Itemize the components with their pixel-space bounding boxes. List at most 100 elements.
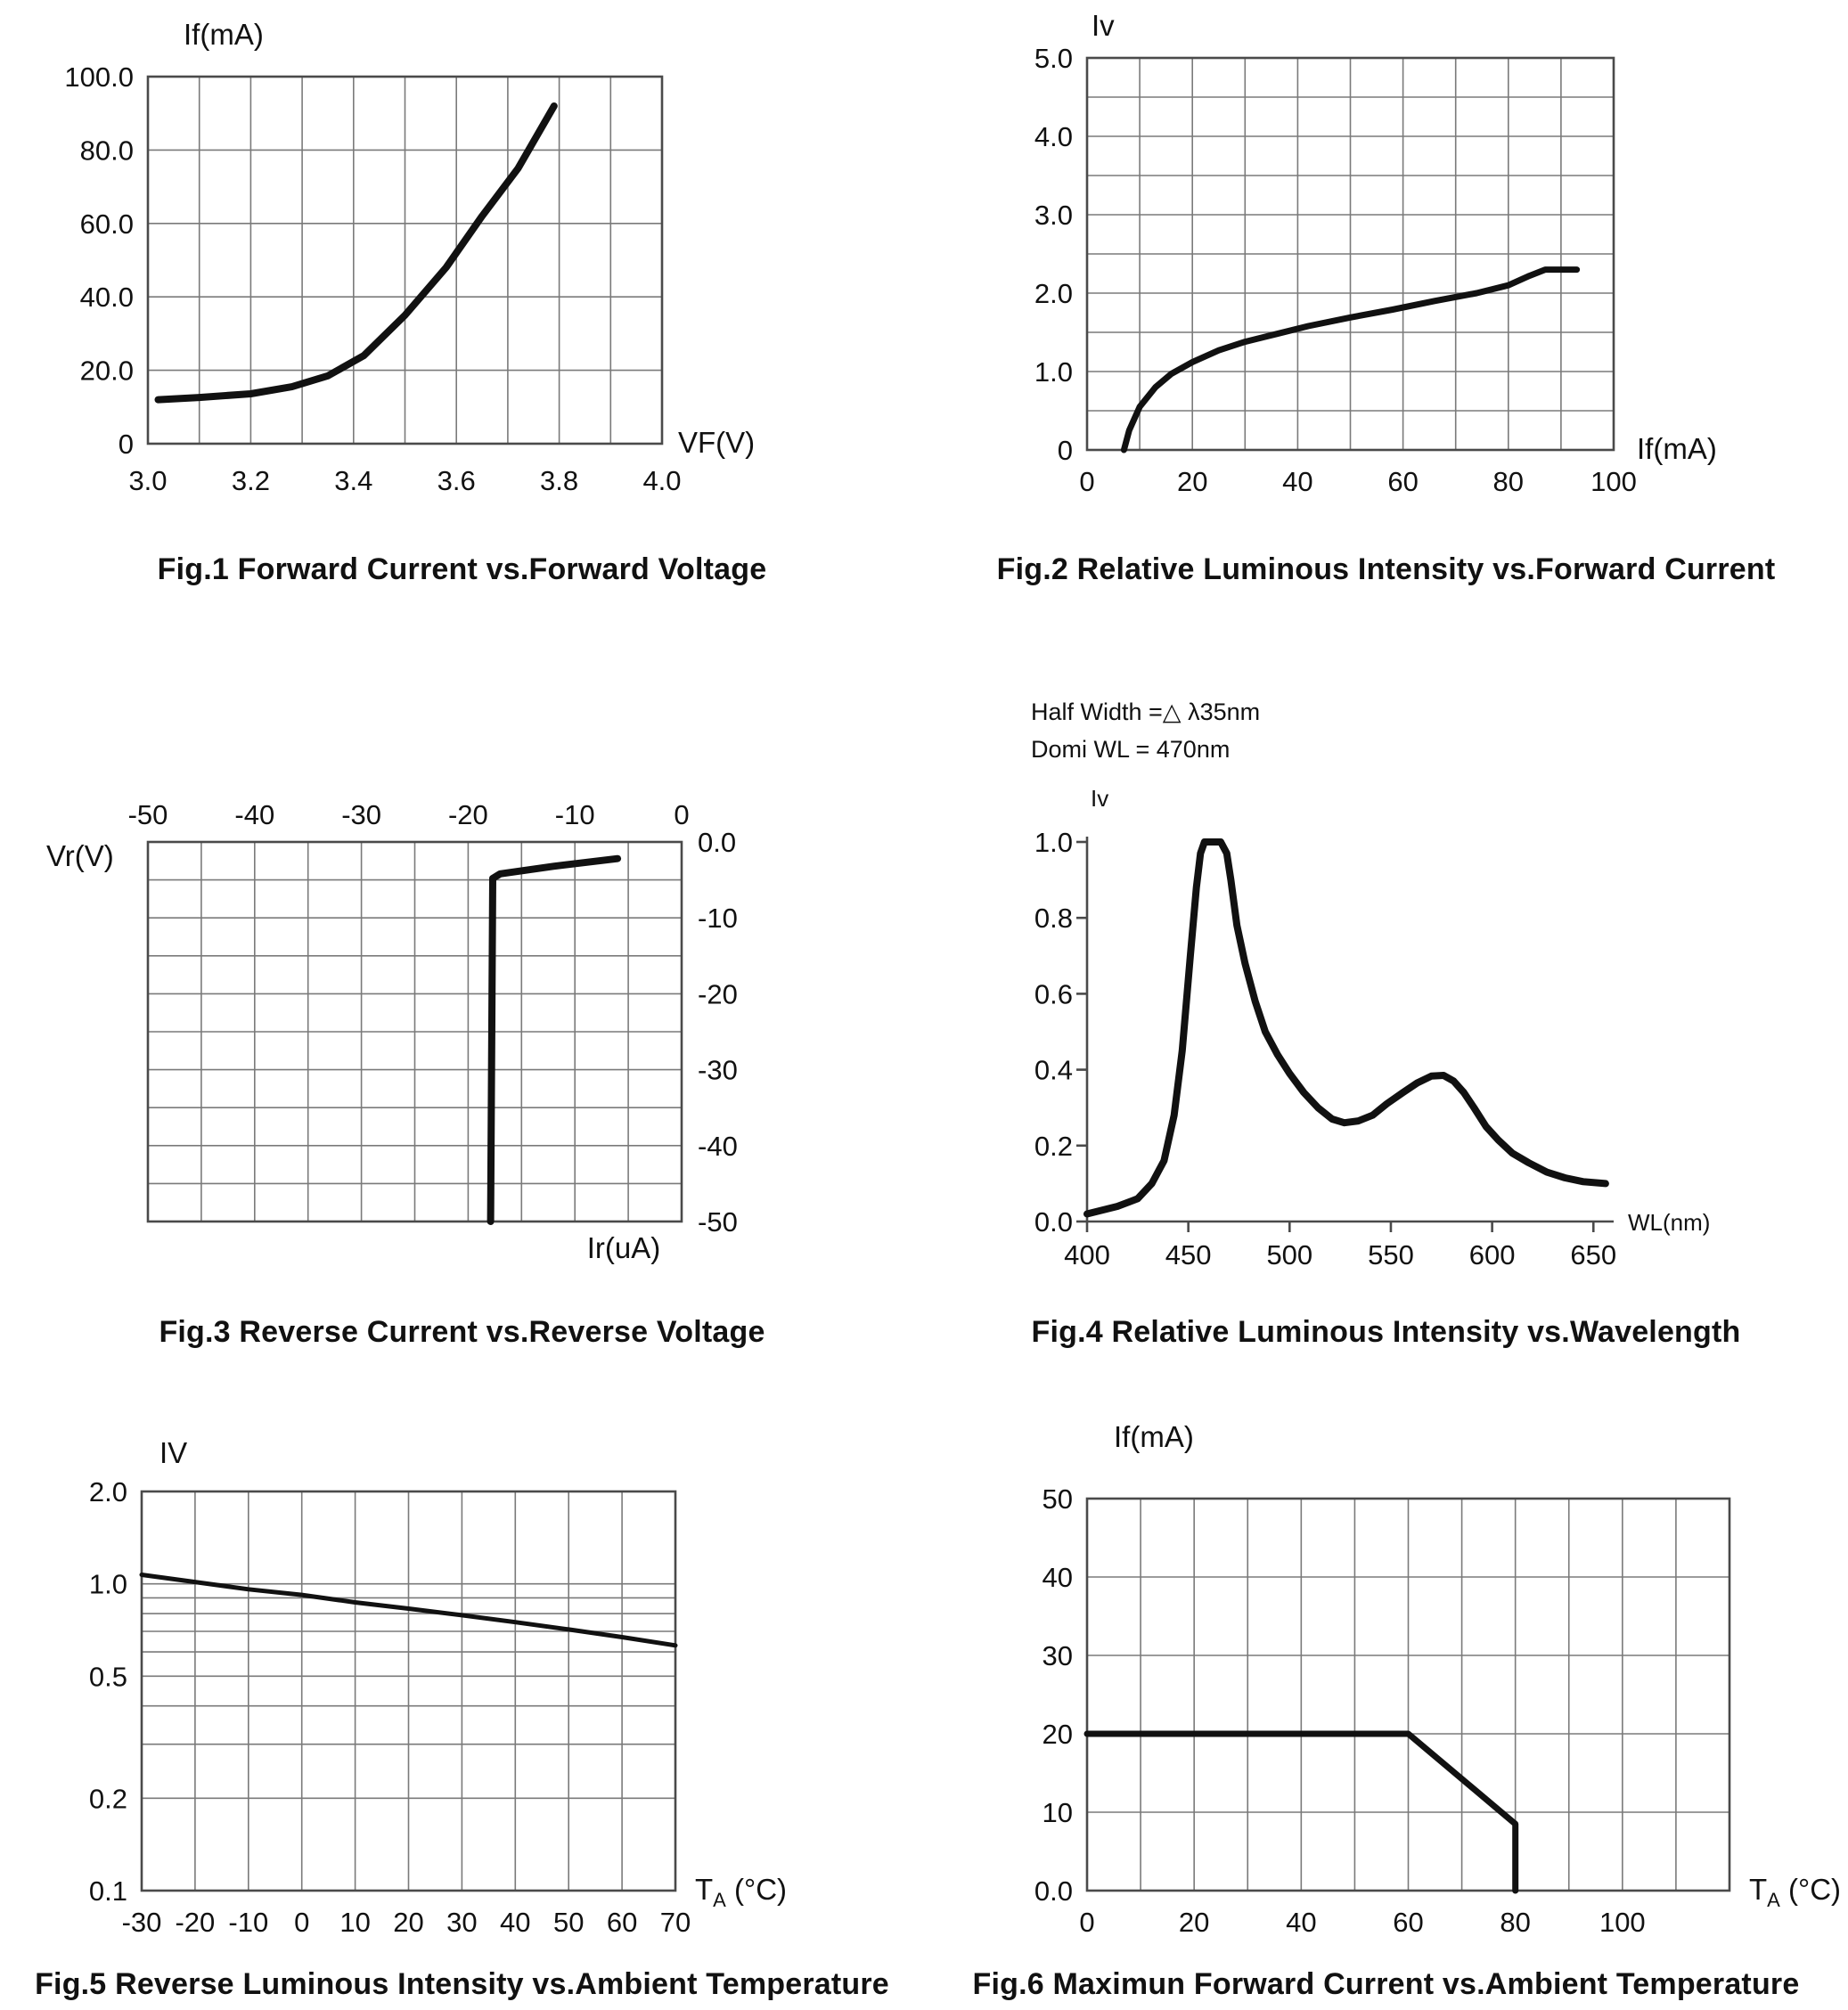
fig5-panel: -30 -20 -10 0 10 20 30 40 50 60 70 2.0 1.0 0.5 0.2 0.1 I… bbox=[0, 1390, 924, 2010]
svg-text:3.0: 3.0 bbox=[1034, 200, 1073, 231]
svg-text:If(mA): If(mA) bbox=[1637, 432, 1717, 465]
svg-text:100.0: 100.0 bbox=[64, 61, 134, 93]
svg-text:40: 40 bbox=[1043, 1562, 1073, 1593]
svg-text:60: 60 bbox=[607, 1907, 637, 1938]
svg-text:-10: -10 bbox=[698, 903, 738, 934]
fig1-forward-current-vs-forward-voltage-chart: 3.0 3.2 3.4 3.6 3.8 4.0 0 20.0 40.0 60.0 80.0 100.0… bbox=[64, 18, 755, 496]
svg-text:20: 20 bbox=[1179, 1907, 1209, 1938]
svg-text:0.0: 0.0 bbox=[698, 827, 736, 858]
svg-text:0: 0 bbox=[1058, 435, 1073, 466]
svg-text:3.8: 3.8 bbox=[540, 465, 578, 496]
svg-text:20: 20 bbox=[1043, 1719, 1073, 1750]
svg-text:60: 60 bbox=[1387, 466, 1418, 497]
svg-text:40: 40 bbox=[1286, 1907, 1316, 1938]
svg-text:Vr(V): Vr(V) bbox=[46, 839, 114, 872]
svg-text:-20: -20 bbox=[175, 1907, 215, 1938]
svg-text:80: 80 bbox=[1500, 1907, 1530, 1938]
svg-text:40.0: 40.0 bbox=[80, 282, 134, 313]
svg-text:TA (°C): TA (°C) bbox=[1749, 1873, 1841, 1911]
svg-text:20: 20 bbox=[1177, 466, 1207, 497]
fig6-max-forward-current-vs-ambient-temperature-chart: 0 20 40 60 80 100 0.0 10 20 30 40 50 If(mA) TA (°C) bbox=[1034, 1420, 1841, 1938]
svg-text:10: 10 bbox=[1043, 1797, 1073, 1828]
fig1-panel: 3.0 3.2 3.4 3.6 3.8 4.0 0 20.0 40.0 60.0 80.0 100.0… bbox=[0, 0, 924, 624]
svg-text:-30: -30 bbox=[698, 1055, 738, 1086]
svg-text:60: 60 bbox=[1393, 1907, 1423, 1938]
svg-text:Ir(uA): Ir(uA) bbox=[587, 1231, 661, 1264]
svg-text:0: 0 bbox=[294, 1907, 309, 1938]
svg-text:0.5: 0.5 bbox=[89, 1661, 127, 1692]
fig3-reverse-current-vs-reverse-voltage-chart: -50 -40 -30 -20 -10 0 0.0 -10 -20 -30 -40 -50 Vr(V) I… bbox=[46, 799, 738, 1264]
svg-text:5.0: 5.0 bbox=[1034, 43, 1073, 74]
svg-text:If(mA): If(mA) bbox=[1114, 1420, 1194, 1453]
svg-text:40: 40 bbox=[1282, 466, 1312, 497]
svg-text:4.0: 4.0 bbox=[1034, 121, 1073, 152]
fig4-luminous-intensity-vs-wavelength-chart: 400 450 500 550 600 650 0.0 0.2 0.4 0.6 0.8 1.0 Iv WL… bbox=[1031, 699, 1710, 1271]
svg-text:30: 30 bbox=[446, 1907, 477, 1938]
fig4-panel: 400 450 500 550 600 650 0.0 0.2 0.4 0.6 0.8 1.0 Iv WL… bbox=[924, 624, 1848, 1390]
svg-text:0: 0 bbox=[119, 429, 134, 460]
fig2-luminous-intensity-vs-forward-current-chart: 0 20 40 60 80 100 0 1.0 2.0 3.0 4.0 5.0 Iv If(mA) bbox=[1034, 9, 1717, 497]
svg-text:400: 400 bbox=[1064, 1239, 1110, 1271]
fig6-panel: 0 20 40 60 80 100 0.0 10 20 30 40 50 If(mA) TA (°C) F… bbox=[924, 1390, 1848, 2010]
svg-text:100: 100 bbox=[1599, 1907, 1646, 1938]
svg-text:-40: -40 bbox=[698, 1131, 738, 1162]
svg-text:4.0: 4.0 bbox=[642, 465, 681, 496]
svg-text:650: 650 bbox=[1570, 1239, 1616, 1271]
svg-text:-50: -50 bbox=[698, 1206, 738, 1238]
svg-text:30: 30 bbox=[1043, 1640, 1073, 1671]
svg-text:80.0: 80.0 bbox=[80, 135, 134, 166]
svg-text:3.2: 3.2 bbox=[232, 465, 270, 496]
svg-text:Iv: Iv bbox=[1092, 9, 1115, 42]
svg-text:100: 100 bbox=[1590, 466, 1637, 497]
svg-text:Iv: Iv bbox=[1091, 785, 1108, 812]
svg-text:3.6: 3.6 bbox=[437, 465, 476, 496]
svg-text:50: 50 bbox=[1043, 1483, 1073, 1515]
svg-text:0.8: 0.8 bbox=[1034, 903, 1073, 934]
svg-text:-10: -10 bbox=[555, 799, 595, 830]
svg-text:-20: -20 bbox=[698, 978, 738, 1009]
svg-text:TA (°C): TA (°C) bbox=[695, 1873, 787, 1911]
svg-text:-20: -20 bbox=[448, 799, 488, 830]
svg-text:-40: -40 bbox=[234, 799, 274, 830]
svg-text:-30: -30 bbox=[341, 799, 381, 830]
svg-text:0.2: 0.2 bbox=[1034, 1131, 1073, 1162]
fig2-panel: 0 20 40 60 80 100 0 1.0 2.0 3.0 4.0 5.0 Iv If(mA) Fig… bbox=[924, 0, 1848, 624]
fig3-panel: -50 -40 -30 -20 -10 0 0.0 -10 -20 -30 -40 -50 Vr(V) I… bbox=[0, 624, 924, 1390]
svg-text:0.0: 0.0 bbox=[1034, 1206, 1073, 1238]
svg-text:Half Width =△ λ35nm: Half Width =△ λ35nm bbox=[1031, 699, 1260, 725]
svg-text:500: 500 bbox=[1266, 1239, 1312, 1271]
svg-text:0.2: 0.2 bbox=[89, 1783, 127, 1814]
svg-text:0.1: 0.1 bbox=[89, 1875, 127, 1907]
svg-text:0.0: 0.0 bbox=[1034, 1875, 1073, 1907]
svg-text:If(mA): If(mA) bbox=[184, 18, 264, 51]
svg-text:-50: -50 bbox=[128, 799, 168, 830]
svg-text:-10: -10 bbox=[228, 1907, 268, 1938]
fig4-caption: Fig.4 Relative Luminous Intensity vs.Wav… bbox=[1031, 1315, 1741, 1349]
svg-text:80: 80 bbox=[1493, 466, 1524, 497]
svg-text:0: 0 bbox=[1079, 1907, 1094, 1938]
svg-text:40: 40 bbox=[500, 1907, 530, 1938]
svg-text:50: 50 bbox=[553, 1907, 584, 1938]
fig6-caption: Fig.6 Maximun Forward Current vs.Ambient… bbox=[972, 1967, 1800, 2001]
svg-text:0: 0 bbox=[674, 799, 689, 830]
svg-text:20.0: 20.0 bbox=[80, 355, 134, 387]
fig5-luminous-intensity-vs-ambient-temperature-chart: -30 -20 -10 0 10 20 30 40 50 60 70 2.0 1.0 0.5 0.2 0.1 I… bbox=[89, 1436, 787, 1938]
svg-text:1.0: 1.0 bbox=[1034, 356, 1073, 388]
svg-text:1.0: 1.0 bbox=[1034, 827, 1073, 858]
svg-text:450: 450 bbox=[1165, 1239, 1212, 1271]
svg-text:0.6: 0.6 bbox=[1034, 978, 1073, 1009]
svg-text:2.0: 2.0 bbox=[89, 1476, 127, 1508]
svg-text:0: 0 bbox=[1079, 466, 1094, 497]
svg-text:VF(V): VF(V) bbox=[678, 426, 755, 459]
svg-text:70: 70 bbox=[660, 1907, 691, 1938]
svg-text:WL(nm): WL(nm) bbox=[1628, 1209, 1710, 1236]
svg-text:1.0: 1.0 bbox=[89, 1569, 127, 1600]
fig5-caption: Fig.5 Reverse Luminous Intensity vs.Ambi… bbox=[35, 1967, 889, 2001]
svg-text:60.0: 60.0 bbox=[80, 208, 134, 240]
svg-text:Domi WL = 470nm: Domi WL = 470nm bbox=[1031, 736, 1230, 763]
svg-text:600: 600 bbox=[1469, 1239, 1516, 1271]
fig1-caption: Fig.1 Forward Current vs.Forward Voltage bbox=[157, 552, 767, 586]
svg-text:2.0: 2.0 bbox=[1034, 278, 1073, 309]
svg-text:-30: -30 bbox=[122, 1907, 162, 1938]
